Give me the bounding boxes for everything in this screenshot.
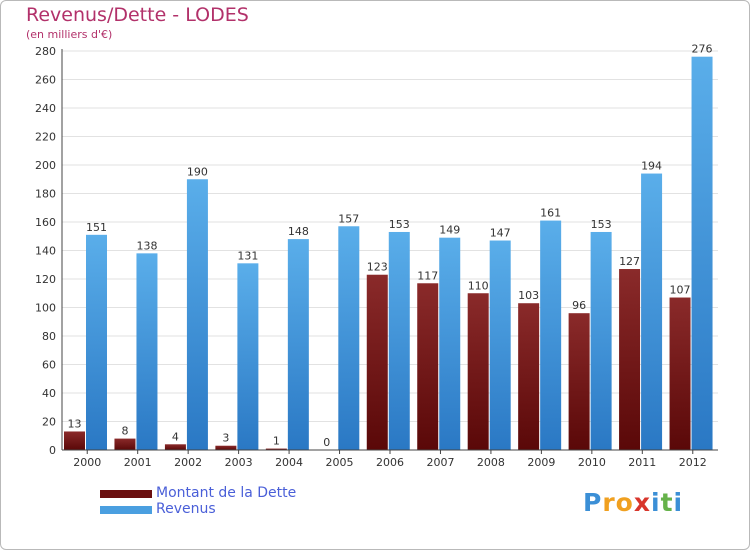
logo-letter: P	[583, 488, 603, 517]
x-tick-label-2003: 2003	[225, 456, 253, 469]
bar-debt-2011	[619, 269, 641, 450]
y-tick-label-260: 260	[35, 74, 56, 87]
data-label-debt-2000: 13	[68, 417, 82, 430]
y-tick-label-120: 120	[35, 273, 56, 286]
data-label-debt-2005: 0	[323, 436, 330, 449]
x-tick-label-2012: 2012	[679, 456, 707, 469]
data-label-revenus-2006: 153	[389, 218, 410, 231]
bar-debt-2008	[467, 293, 489, 450]
x-tick-label-2006: 2006	[376, 456, 404, 469]
logo-letter: r	[602, 488, 616, 517]
bar-revenus-2000	[86, 234, 107, 450]
y-tick-label-160: 160	[35, 216, 56, 229]
bar-revenus-2012	[691, 56, 713, 450]
y-tick-label-40: 40	[42, 387, 56, 400]
chart-title: Revenus/Dette - LODES	[26, 4, 249, 26]
logo-letter: i	[673, 488, 684, 517]
legend-swatch-debt	[100, 490, 152, 498]
x-tick-label-2005: 2005	[326, 456, 354, 469]
y-tick-label-280: 280	[35, 45, 56, 58]
bar-revenus-2006	[388, 231, 410, 450]
bar-debt-2000	[64, 431, 85, 450]
x-tick-label-2000: 2000	[73, 456, 101, 469]
logo-letter: t	[660, 488, 674, 517]
data-label-revenus-2008: 147	[490, 227, 511, 240]
bar-revenus-2001	[136, 253, 158, 450]
data-label-revenus-2002: 190	[187, 165, 208, 178]
data-label-debt-2009: 103	[518, 289, 539, 302]
y-tick-label-80: 80	[42, 330, 56, 343]
bars: 13 151 8 138 4 190 3 131 1 148 0 157 123 153 117 149 110…	[64, 43, 713, 451]
data-label-debt-2012: 107	[670, 284, 691, 297]
bar-revenus-2003	[237, 263, 259, 450]
y-tick-label-100: 100	[35, 302, 56, 315]
axes: 0204060801001201401601802002202402602802…	[35, 45, 718, 469]
y-tick-label-200: 200	[35, 159, 56, 172]
data-label-debt-2011: 127	[619, 255, 640, 268]
logo-letter: o	[615, 488, 634, 517]
bar-revenus-2002	[186, 179, 208, 450]
x-tick-label-2004: 2004	[275, 456, 303, 469]
data-label-debt-2008: 110	[468, 279, 489, 292]
x-tick-label-2008: 2008	[477, 456, 505, 469]
x-tick-label-2007: 2007	[426, 456, 454, 469]
data-label-revenus-2009: 161	[540, 207, 561, 220]
data-label-debt-2001: 8	[121, 425, 128, 438]
legend-label-revenus: Revenus	[156, 501, 216, 517]
logo-letter: x	[633, 488, 651, 517]
x-tick-label-2009: 2009	[527, 456, 555, 469]
data-label-debt-2007: 117	[417, 269, 438, 282]
bar-revenus-2009	[540, 220, 562, 450]
x-tick-label-2011: 2011	[628, 456, 656, 469]
y-tick-label-140: 140	[35, 245, 56, 258]
data-label-debt-2006: 123	[367, 261, 388, 274]
data-label-revenus-2000: 151	[86, 221, 107, 234]
bar-debt-2002	[164, 444, 186, 450]
bar-debt-2004	[265, 448, 287, 450]
y-tick-label-60: 60	[42, 359, 56, 372]
bar-debt-2001	[114, 438, 136, 450]
data-label-revenus-2005: 157	[338, 212, 359, 225]
bar-debt-2012	[669, 297, 691, 450]
chart-subtitle: (en milliers d'€)	[26, 28, 113, 41]
legend-label-debt: Montant de la Dette	[156, 485, 297, 501]
logo-letter: i	[651, 488, 661, 517]
y-tick-label-240: 240	[35, 102, 56, 115]
x-tick-label-2002: 2002	[174, 456, 202, 469]
data-label-revenus-2010: 153	[591, 218, 612, 231]
y-tick-label-220: 220	[35, 131, 56, 144]
x-tick-label-2001: 2001	[124, 456, 152, 469]
bar-debt-2006	[366, 274, 388, 450]
bar-revenus-2005	[338, 226, 360, 450]
y-tick-label-20: 20	[42, 416, 56, 429]
legend-swatch-revenus	[100, 506, 152, 514]
bar-debt-2010	[568, 313, 590, 450]
data-label-revenus-2012: 276	[692, 43, 713, 56]
bar-revenus-2010	[590, 231, 612, 450]
data-label-revenus-2001: 138	[136, 239, 157, 252]
y-tick-label-180: 180	[35, 188, 56, 201]
bar-debt-2003	[215, 445, 237, 450]
bar-debt-2009	[518, 303, 540, 450]
x-tick-label-2010: 2010	[578, 456, 606, 469]
data-label-debt-2003: 3	[222, 432, 229, 445]
bar-revenus-2011	[641, 173, 663, 451]
bar-debt-2007	[417, 283, 439, 450]
data-label-revenus-2007: 149	[439, 224, 460, 237]
data-label-debt-2004: 1	[273, 435, 280, 448]
data-label-revenus-2004: 148	[288, 225, 309, 238]
y-tick-label-0: 0	[49, 444, 56, 457]
data-label-debt-2002: 4	[172, 430, 179, 443]
data-label-revenus-2011: 194	[641, 160, 662, 173]
bar-revenus-2008	[489, 240, 511, 450]
bar-revenus-2007	[439, 237, 461, 450]
data-label-revenus-2003: 131	[237, 249, 258, 262]
proxiti-logo: Proxiti	[583, 488, 683, 517]
data-label-debt-2010: 96	[572, 299, 586, 312]
bar-revenus-2004	[287, 239, 309, 450]
